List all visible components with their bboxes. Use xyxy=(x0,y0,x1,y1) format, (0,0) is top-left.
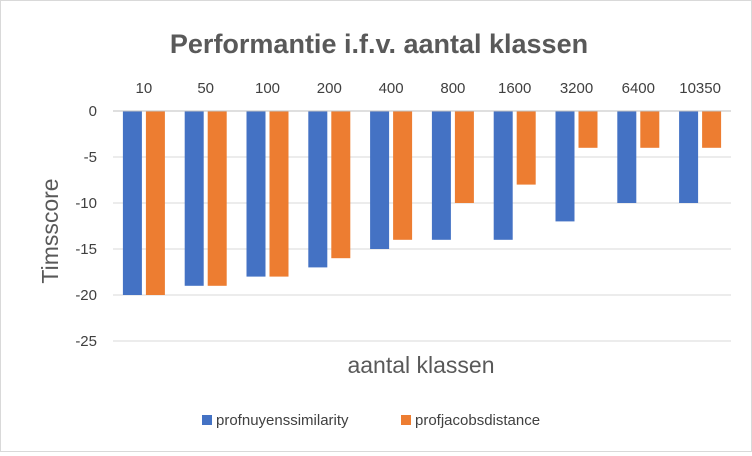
bar-profnuyenssimilarity-3200 xyxy=(555,111,575,222)
bar-profnuyenssimilarity-6400 xyxy=(617,111,637,203)
bar-profjacobsdistance-1600 xyxy=(516,111,536,185)
y-tick-label: -20 xyxy=(75,287,97,304)
x-tick-label: 10 xyxy=(136,80,153,97)
x-tick-label: 400 xyxy=(379,80,404,97)
x-tick-label: 6400 xyxy=(622,80,655,97)
y-tick-label: 0 xyxy=(89,103,97,120)
chart-title: Performantie i.f.v. aantal klassen xyxy=(170,29,588,59)
bars xyxy=(122,111,722,295)
y-tick-label: -10 xyxy=(75,195,97,212)
x-axis-label: aantal klassen xyxy=(347,352,494,378)
y-axis-label: Timsscore xyxy=(37,178,63,283)
legend-label-profnuyenssimilarity: profnuyenssimilarity xyxy=(216,412,349,429)
bar-profnuyenssimilarity-800 xyxy=(431,111,451,240)
bar-profjacobsdistance-10 xyxy=(145,111,165,295)
x-tick-label: 10350 xyxy=(679,80,721,97)
bar-profjacobsdistance-10350 xyxy=(702,111,722,148)
axes: 0 -5 -10 -15 -20 -25 10 50 100 200 400 800 1600 3200 6… xyxy=(75,80,731,350)
bar-profnuyenssimilarity-1600 xyxy=(493,111,513,240)
x-tick-label: 1600 xyxy=(498,80,531,97)
y-tick-label: -15 xyxy=(75,241,97,258)
y-tick-label: -25 xyxy=(75,333,97,350)
legend-swatch-profjacobsdistance xyxy=(401,415,411,425)
legend: profnuyenssimilarity profjacobsdistance xyxy=(202,412,540,429)
x-tick-label: 50 xyxy=(197,80,214,97)
bar-profnuyenssimilarity-50 xyxy=(184,111,204,286)
bar-profnuyenssimilarity-10 xyxy=(122,111,142,295)
bar-profjacobsdistance-3200 xyxy=(578,111,598,148)
x-tick-label: 800 xyxy=(440,80,465,97)
legend-swatch-profnuyenssimilarity xyxy=(202,415,212,425)
bar-profjacobsdistance-6400 xyxy=(640,111,660,148)
legend-label-profjacobsdistance: profjacobsdistance xyxy=(415,412,540,429)
x-tick-label: 200 xyxy=(317,80,342,97)
bar-profnuyenssimilarity-100 xyxy=(246,111,266,277)
bar-profjacobsdistance-800 xyxy=(454,111,474,203)
bar-profjacobsdistance-400 xyxy=(393,111,413,240)
bar-profjacobsdistance-50 xyxy=(207,111,227,286)
x-tick-label: 3200 xyxy=(560,80,593,97)
bar-profjacobsdistance-100 xyxy=(269,111,289,277)
bar-profnuyenssimilarity-400 xyxy=(370,111,390,249)
bar-profnuyenssimilarity-10350 xyxy=(679,111,699,203)
bar-profnuyenssimilarity-200 xyxy=(308,111,328,268)
bar-profjacobsdistance-200 xyxy=(331,111,351,259)
gridlines xyxy=(113,110,731,342)
y-tick-label: -5 xyxy=(84,149,97,166)
x-tick-label: 100 xyxy=(255,80,280,97)
